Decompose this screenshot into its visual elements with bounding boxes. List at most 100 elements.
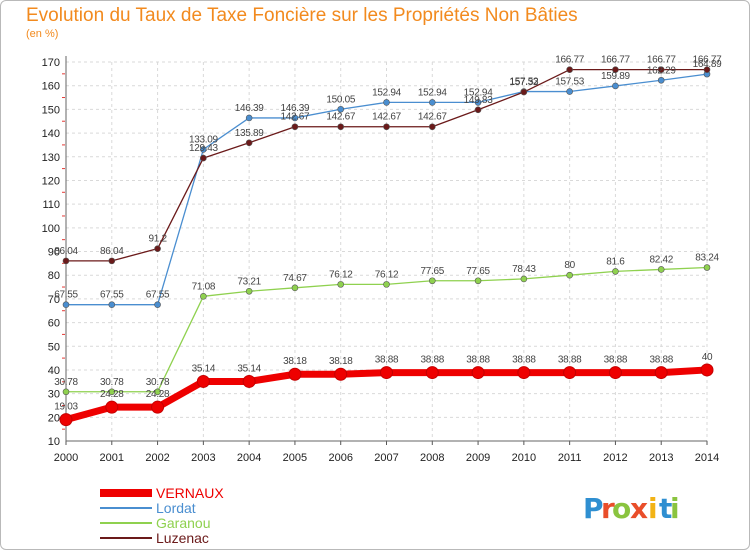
y-tick-label: 150	[42, 104, 60, 116]
y-tick-label: 30	[48, 389, 60, 401]
data-point-lordat	[383, 99, 390, 106]
logo-letter: o	[612, 492, 631, 525]
data-label-luzenac: 157.32	[509, 77, 539, 88]
data-label-vernaux: 40	[702, 352, 713, 363]
logo-letter: r	[601, 492, 615, 525]
data-point-garanou	[337, 281, 345, 288]
data-label-lordat: 157.53	[555, 77, 585, 88]
data-label-garanou: 76.12	[375, 269, 399, 280]
data-point-lordat	[337, 105, 345, 113]
y-axis-unit: (en %)	[26, 28, 59, 40]
data-label-garanou: 77.65	[466, 266, 490, 277]
data-point-garanou	[245, 287, 253, 295]
data-label-lordat: 150.05	[326, 94, 356, 105]
data-label-garanou: 80	[564, 260, 575, 271]
data-point-vernaux	[425, 366, 439, 380]
data-point-garanou	[612, 268, 619, 275]
data-point-luzenac	[612, 66, 619, 73]
data-point-luzenac	[200, 154, 207, 162]
data-point-vernaux	[700, 363, 714, 377]
data-label-lordat: 133.09	[189, 134, 219, 145]
data-point-vernaux	[196, 374, 210, 388]
x-tick-label: 2009	[466, 452, 490, 464]
data-label-vernaux: 38.88	[512, 355, 536, 366]
data-point-luzenac	[154, 245, 161, 252]
data-label-lordat: 146.39	[235, 103, 265, 114]
data-label-lordat: 152.94	[418, 87, 448, 98]
data-point-luzenac	[337, 123, 345, 131]
x-tick-label: 2014	[695, 452, 719, 464]
data-label-garanou: 30.78	[54, 377, 78, 388]
y-tick-label: 90	[48, 247, 60, 259]
data-point-luzenac	[383, 123, 390, 131]
data-point-garanou	[383, 281, 390, 288]
data-point-garanou	[566, 271, 573, 279]
data-point-luzenac	[657, 66, 665, 73]
data-point-lordat	[657, 76, 665, 84]
data-point-vernaux	[151, 400, 165, 414]
data-label-garanou: 30.78	[100, 377, 124, 388]
data-label-luzenac: 142.67	[418, 112, 448, 123]
data-point-luzenac	[474, 106, 482, 114]
x-tick-label: 2007	[374, 452, 398, 464]
y-tick-label: 130	[42, 152, 60, 164]
data-label-vernaux: 38.88	[558, 355, 582, 366]
data-point-luzenac	[62, 257, 70, 265]
logo-letter: x	[630, 492, 648, 525]
y-tick-label: 170	[42, 57, 60, 69]
x-tick-label: 2010	[512, 452, 536, 464]
data-label-vernaux: 38.88	[649, 355, 673, 366]
data-label-lordat: 67.55	[54, 290, 78, 301]
data-point-lordat	[428, 99, 436, 106]
data-point-lordat	[108, 301, 116, 308]
data-label-vernaux: 24.28	[146, 389, 170, 400]
data-point-garanou	[703, 264, 711, 271]
data-point-vernaux	[654, 366, 668, 380]
data-label-lordat: 162.29	[647, 65, 677, 76]
logo-letter: P	[583, 492, 604, 525]
data-point-lordat	[245, 114, 253, 122]
data-point-lordat	[291, 114, 299, 122]
data-label-vernaux: 38.88	[466, 355, 490, 366]
data-point-garanou	[474, 277, 482, 285]
data-label-luzenac: 166.77	[555, 55, 585, 66]
y-tick-label: 10	[48, 436, 60, 448]
data-label-luzenac: 129.43	[189, 143, 219, 154]
data-label-vernaux: 38.88	[604, 355, 628, 366]
data-label-garanou: 81.6	[606, 256, 625, 267]
data-point-luzenac	[520, 88, 528, 96]
data-label-vernaux: 38.18	[329, 356, 353, 367]
data-label-garanou: 83.24	[695, 253, 719, 264]
data-label-lordat: 164.89	[693, 59, 723, 70]
data-label-vernaux: 35.14	[237, 363, 261, 374]
data-label-luzenac: 86.04	[100, 246, 124, 257]
logo-letter: i	[648, 492, 658, 525]
y-tick-label: 160	[42, 81, 60, 93]
data-point-lordat	[612, 82, 619, 90]
data-label-lordat: 146.39	[281, 103, 311, 114]
data-point-garanou	[154, 388, 161, 396]
data-point-vernaux	[105, 400, 119, 414]
data-label-lordat: 152.94	[372, 87, 402, 98]
x-tick-label: 2001	[100, 452, 124, 464]
data-label-luzenac: 142.67	[326, 112, 356, 123]
data-label-garanou: 78.43	[512, 264, 536, 275]
x-tick-label: 2008	[420, 452, 444, 464]
data-label-vernaux: 24.28	[100, 389, 124, 400]
chart-title: Evolution du Taux de Taxe Foncière sur l…	[26, 5, 578, 26]
data-point-luzenac	[428, 123, 436, 131]
data-label-lordat: 159.89	[601, 71, 631, 82]
y-tick-label: 80	[48, 270, 60, 282]
y-tick-label: 20	[48, 412, 60, 424]
data-point-vernaux	[334, 367, 348, 381]
data-point-lordat	[62, 301, 70, 308]
data-label-luzenac: 135.89	[235, 128, 265, 139]
data-point-lordat	[566, 88, 573, 95]
data-label-lordat: 152.94	[464, 87, 494, 98]
data-point-garanou	[657, 266, 665, 273]
data-point-vernaux	[380, 366, 393, 380]
data-point-garanou	[62, 388, 70, 396]
data-label-vernaux: 35.14	[192, 363, 216, 374]
